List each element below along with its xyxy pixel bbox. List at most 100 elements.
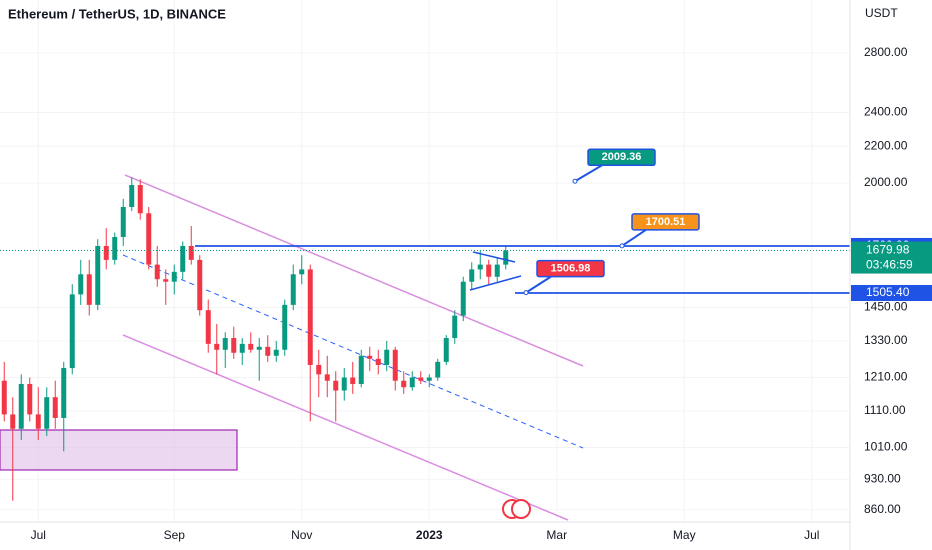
callout-anchor xyxy=(523,290,529,296)
candle-body xyxy=(129,185,135,208)
last-price-label: 1679.98 xyxy=(866,243,910,257)
candle-body xyxy=(409,377,415,388)
callout-anchor xyxy=(619,243,625,249)
y-tick-label: 2000.00 xyxy=(864,175,908,189)
candle-body xyxy=(95,245,101,305)
candle-body xyxy=(316,364,322,375)
candle-body xyxy=(112,236,118,260)
callout-label: 1506.98 xyxy=(551,263,591,275)
chart-title: Ethereum / TetherUS, 1D, BINANCE xyxy=(8,6,226,21)
candle-body xyxy=(52,397,58,418)
x-tick-label: Jul xyxy=(31,528,46,542)
candle-body xyxy=(248,343,254,350)
x-tick-label: 2023 xyxy=(416,528,443,542)
y-tick-label: 2400.00 xyxy=(864,105,908,119)
candle-body xyxy=(452,315,458,339)
candle-body xyxy=(477,264,483,270)
candle-body xyxy=(222,338,228,350)
callout-box xyxy=(631,213,700,231)
channel-upper xyxy=(124,174,584,367)
y-tick-label: 1110.00 xyxy=(864,403,906,417)
candle-body xyxy=(384,349,390,365)
candle-body xyxy=(239,343,245,353)
channel-lower xyxy=(122,334,569,521)
candle-body xyxy=(1,380,7,415)
candle-body xyxy=(324,374,330,381)
candle-body xyxy=(494,264,500,277)
candle-body xyxy=(426,377,432,381)
callout-box xyxy=(536,259,605,278)
candle-body xyxy=(69,294,75,369)
candle-body xyxy=(154,264,160,280)
candle-body xyxy=(290,274,296,305)
callout-pointer xyxy=(525,275,552,294)
triangle-upper xyxy=(472,251,516,263)
candles xyxy=(1,177,509,501)
x-tick-label: Mar xyxy=(546,528,567,542)
candle-body xyxy=(10,414,16,429)
callout-pointer xyxy=(621,229,647,247)
candle-body xyxy=(307,269,313,365)
candle-body xyxy=(273,349,279,356)
overlay: 1700.001505.401679.9803:46:592009.361700… xyxy=(0,148,932,302)
candle-body xyxy=(375,358,381,365)
y-tick-label: 1010.00 xyxy=(864,440,908,454)
candle-body xyxy=(180,245,186,272)
candle-body xyxy=(401,380,407,388)
countdown: 03:46:59 xyxy=(866,258,913,272)
candle-body xyxy=(171,271,177,282)
candle-body xyxy=(188,245,194,260)
candle-body xyxy=(197,259,203,311)
candle-body xyxy=(146,213,152,265)
candle-body xyxy=(469,269,475,282)
candle-body xyxy=(18,383,24,429)
candle-body xyxy=(44,397,50,429)
y-tick-label: 1450.00 xyxy=(864,300,908,314)
level-label: 1505.40 xyxy=(866,285,910,299)
candle-body xyxy=(27,383,33,415)
x-tick-label: Sep xyxy=(164,528,186,542)
callout-label: 2009.36 xyxy=(602,151,642,163)
callout-pointer xyxy=(574,164,603,183)
candle-body xyxy=(231,338,237,353)
candle-body xyxy=(35,414,41,429)
candle-body xyxy=(333,380,339,391)
y-tick-label: 1330.00 xyxy=(864,333,908,347)
y-unit: USDT xyxy=(865,6,898,20)
event-icon xyxy=(511,499,531,519)
candle-body xyxy=(256,346,262,350)
y-tick-label: 2200.00 xyxy=(864,138,908,152)
candle-body xyxy=(265,346,271,356)
candle-body xyxy=(392,349,398,381)
x-tick-label: May xyxy=(673,528,696,542)
candle-body xyxy=(120,207,126,237)
y-tick-label: 930.00 xyxy=(864,472,901,486)
y-tick-label: 1210.00 xyxy=(864,370,908,384)
candle-body xyxy=(214,343,220,350)
candle-body xyxy=(299,269,305,275)
candle-body xyxy=(367,355,373,359)
candle-body xyxy=(103,245,109,260)
triangle-lower xyxy=(469,275,522,291)
candle-body xyxy=(435,361,441,378)
candle-body xyxy=(137,185,143,214)
callout-box xyxy=(587,148,656,167)
level-label-bg xyxy=(851,285,932,302)
candle-body xyxy=(358,355,364,384)
candle-body xyxy=(86,274,92,305)
candle-body xyxy=(443,338,449,362)
candle-body xyxy=(350,377,356,384)
callout-anchor xyxy=(572,178,578,184)
candle-body xyxy=(205,310,211,344)
x-tick-label: Nov xyxy=(291,528,312,542)
candle-body xyxy=(486,264,492,277)
y-tick-label: 860.00 xyxy=(864,502,901,516)
candle-body xyxy=(163,279,169,282)
callout-label: 1700.51 xyxy=(646,216,686,228)
candle-body xyxy=(503,250,509,265)
candle-body xyxy=(418,377,424,381)
candle-body xyxy=(460,281,466,316)
demand-zone xyxy=(0,429,238,471)
candle-body xyxy=(78,274,84,295)
